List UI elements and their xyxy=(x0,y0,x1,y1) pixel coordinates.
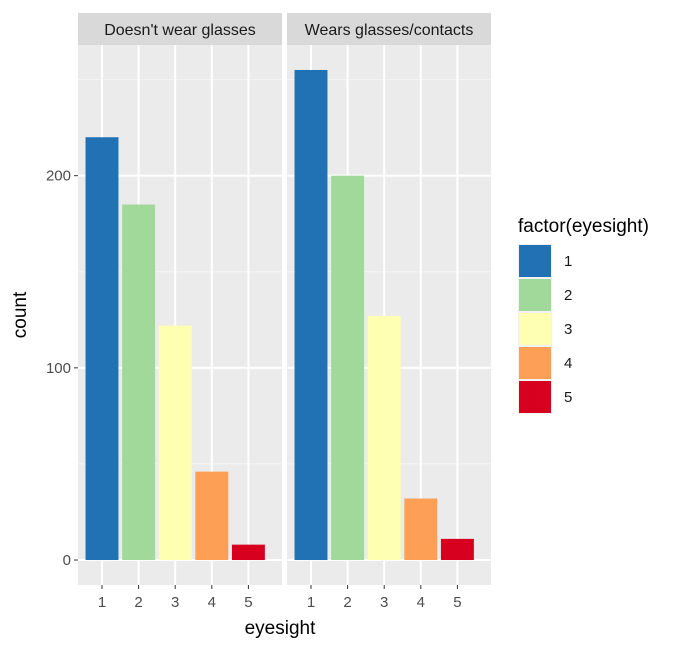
bar xyxy=(331,175,365,561)
y-tick-label: 200 xyxy=(46,168,71,185)
panel-2: Wears glasses/contacts 1 2 3 4 5 xyxy=(287,13,491,611)
panel-1: Doesn't wear glasses 1 2 3 4 5 xyxy=(78,13,282,611)
facet-strip-label: Doesn't wear glasses xyxy=(104,22,256,39)
facet-strip xyxy=(78,13,282,45)
bar xyxy=(85,137,119,561)
bar xyxy=(231,544,265,561)
legend-label: 2 xyxy=(564,287,572,304)
x-tick-label: 3 xyxy=(171,594,179,611)
legend-key-swatch xyxy=(519,347,551,379)
legend-label: 4 xyxy=(564,355,572,372)
x-tick-label: 1 xyxy=(307,594,315,611)
bar xyxy=(158,325,192,561)
legend-key-swatch xyxy=(519,245,551,277)
facet-strip-label: Wears glasses/contacts xyxy=(305,22,474,39)
legend-key-swatch xyxy=(519,279,551,311)
legend: factor(eyesight) 1 2 3 4 5 xyxy=(518,216,649,414)
x-tick-label: 2 xyxy=(343,594,351,611)
y-axis-title: count xyxy=(10,291,31,338)
y-tick-label: 100 xyxy=(46,360,71,377)
bar xyxy=(122,204,156,561)
bar xyxy=(367,315,401,561)
legend-label: 5 xyxy=(564,389,572,406)
legend-key-swatch xyxy=(519,381,551,413)
x-tick-label: 4 xyxy=(417,594,425,611)
x-tick-label: 5 xyxy=(244,594,252,611)
y-tick-label: 0 xyxy=(63,552,71,569)
bar xyxy=(294,69,328,561)
bar xyxy=(404,498,438,561)
x-tick-label: 3 xyxy=(380,594,388,611)
facet-strip xyxy=(287,13,491,45)
x-tick-label: 5 xyxy=(453,594,461,611)
bar xyxy=(440,538,474,561)
x-axis-title: eyesight xyxy=(245,618,316,639)
x-tick-label: 2 xyxy=(134,594,142,611)
legend-title: factor(eyesight) xyxy=(518,216,649,237)
x-tick-label: 4 xyxy=(208,594,216,611)
legend-label: 1 xyxy=(564,253,572,270)
legend-key-swatch xyxy=(519,313,551,345)
x-tick-label: 1 xyxy=(98,594,106,611)
bar xyxy=(195,471,229,561)
legend-label: 3 xyxy=(564,321,572,338)
y-axis: 0 100 200 xyxy=(46,168,78,569)
